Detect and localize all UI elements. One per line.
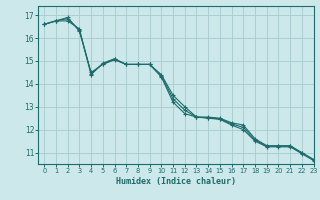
X-axis label: Humidex (Indice chaleur): Humidex (Indice chaleur) [116, 177, 236, 186]
